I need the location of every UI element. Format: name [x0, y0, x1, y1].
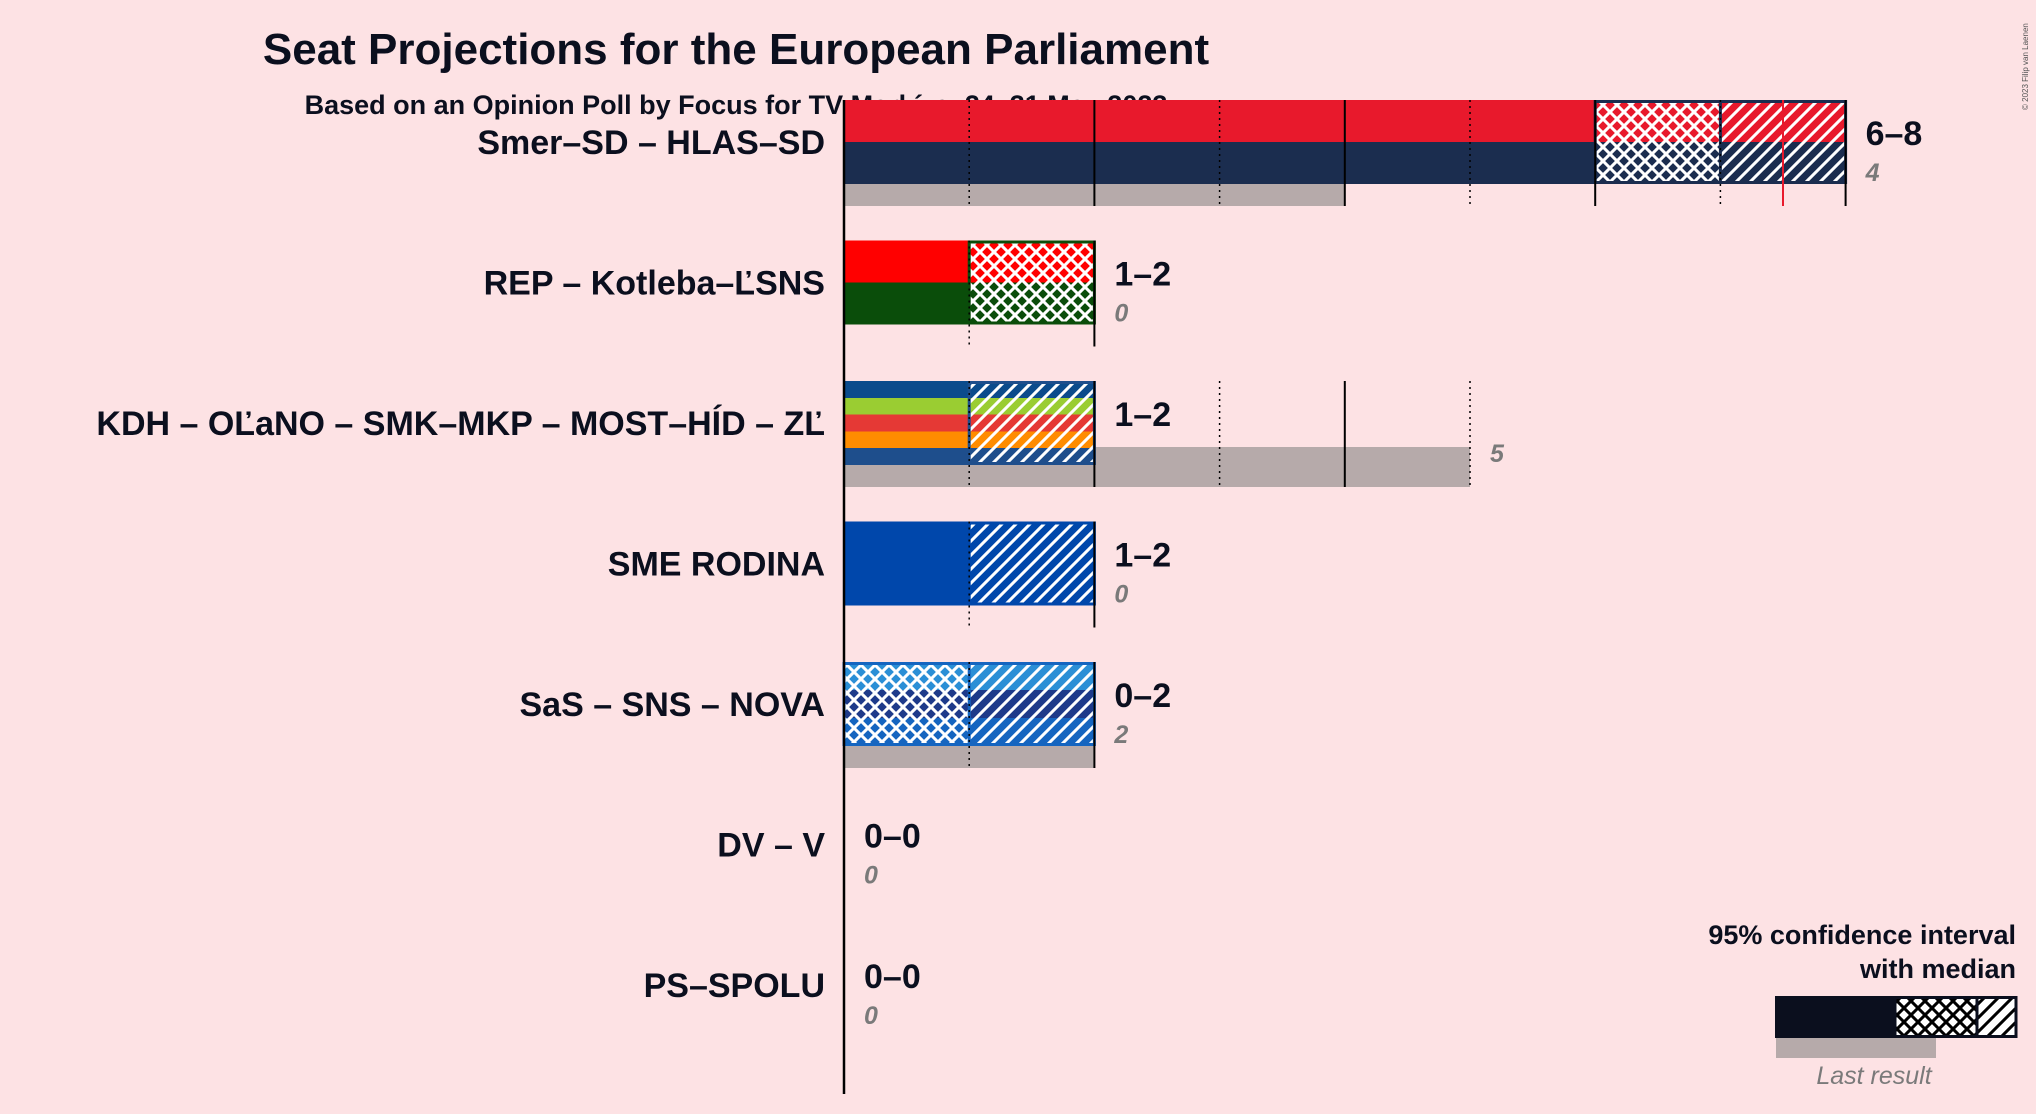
plot-area: Smer–SD – HLAS–SD 6–8 4 REP – Kotleba–ĽSNS 1…: [96, 100, 1922, 1094]
last-result-label: 0: [864, 1002, 878, 1030]
bar-hatch: [969, 521, 1095, 606]
last-result-label: 4: [1865, 159, 1880, 187]
party-label: REP – Kotleba–ĽSNS: [484, 265, 825, 303]
last-result-label: 5: [1490, 440, 1505, 468]
last-result-label: 0: [1114, 300, 1128, 328]
party-label: Smer–SD – HLAS–SD: [477, 124, 825, 162]
range-label: 0–2: [1114, 677, 1171, 715]
last-result-label: 0: [864, 862, 878, 890]
bar-hatch: [969, 381, 1095, 465]
party-label: SaS – SNS – NOVA: [520, 686, 826, 724]
last-result-label: 0: [1114, 581, 1128, 609]
legend-last-result-label: Last result: [1816, 1062, 1932, 1090]
legend-solid-swatch: [1775, 996, 1895, 1038]
bar-crosshatch: [844, 662, 970, 746]
bar-crosshatch: [1595, 100, 1721, 184]
range-label: 0–0: [864, 958, 921, 996]
bar-solid: [844, 381, 970, 465]
legend-hatch-swatch: [1977, 996, 2016, 1038]
range-label: 1–2: [1114, 256, 1171, 294]
party-label: SME RODINA: [608, 546, 825, 584]
range-label: 0–0: [864, 818, 921, 856]
last-result-label: 2: [1113, 721, 1128, 749]
bar-solid: [844, 240, 970, 325]
party-label: KDH – OĽaNO – SMK–MKP – MOST–HÍD – ZĽ: [96, 405, 825, 443]
legend: 95% confidence interval with median Last…: [1708, 920, 2018, 1090]
party-label: DV – V: [717, 827, 825, 865]
range-label: 1–2: [1114, 396, 1171, 434]
range-label: 1–2: [1114, 537, 1171, 575]
bar-hatch: [969, 662, 1095, 746]
bar-crosshatch: [969, 240, 1095, 325]
legend-title-line1: 95% confidence interval: [1708, 920, 2016, 950]
party-label: PS–SPOLU: [644, 967, 825, 1005]
bar-solid: [844, 521, 970, 606]
copyright-note: © 2023 Filip van Laenen: [2021, 23, 2030, 110]
chart-title: Seat Projections for the European Parlia…: [263, 25, 1210, 74]
range-label: 6–8: [1866, 115, 1923, 153]
legend-outline: [1893, 996, 2018, 1038]
legend-title-line2: with median: [1859, 954, 2016, 984]
legend-crosshatch-swatch: [1895, 996, 1977, 1038]
